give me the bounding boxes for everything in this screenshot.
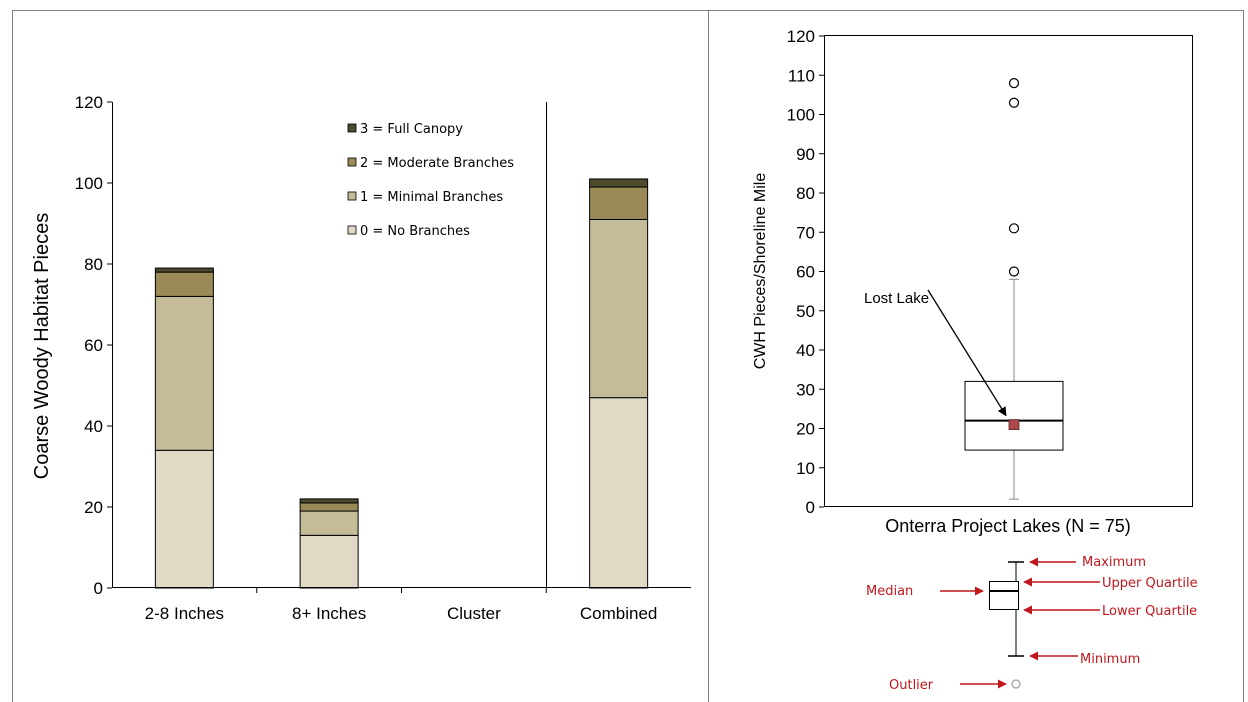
bar-chart-legend: 3 = Full Canopy 2 = Moderate Branches 1 = … (347, 122, 514, 239)
box-outlier-71 (1008, 223, 1020, 234)
box-y-tick-label-110: 110 (788, 66, 815, 85)
bar-8-inches-0-no-branches (299, 534, 359, 589)
bar-8-inches-1-minimal-branches (299, 510, 359, 536)
stacked-bar-chart: Coarse Woody Habitat Pieces 0 20 40 60 80 100… (31, 93, 691, 623)
bar-y-tick-label-60: 60 (84, 336, 103, 355)
box-y-tick-label-10: 10 (796, 459, 815, 478)
legend-label-1-minimal-branches: 1 = Minimal Branches (360, 190, 503, 205)
key-outlier-circle (1011, 679, 1021, 689)
box-plot-frame (824, 35, 1193, 507)
bar-2-8-inches-0-no-branches (154, 449, 214, 589)
legend-label-2-moderate-branches: 2 = Moderate Branches (360, 156, 514, 171)
box-plot-chart: CWH Pieces/Shoreline Mile 0 10 20 30 40 50 60 7… (752, 27, 1193, 536)
key-upper-quartile-label: Upper Quartile (1102, 576, 1198, 591)
box-outlier-103 (1008, 97, 1020, 108)
bar-2-8-inches-3-full-canopy (154, 267, 214, 273)
box-iqr (964, 380, 1064, 451)
bar-x-tick-label-2-8-inches: 2-8 Inches (145, 604, 224, 623)
bar-8-inches-2-moderate-branches (299, 502, 359, 512)
bar-y-tick-label-80: 80 (84, 255, 103, 274)
key-lower-quartile-label: Lower Quartile (1102, 604, 1197, 619)
bar-2-8-inches-1-minimal-branches (154, 295, 214, 451)
box-y-tick-label-20: 20 (796, 420, 815, 439)
box-plot-x-axis-label: Onterra Project Lakes (N = 75) (885, 516, 1131, 536)
bar-y-tick-label-0: 0 (94, 579, 103, 598)
bar-y-tick-label-120: 120 (75, 93, 103, 112)
key-minimum-label: Minimum (1080, 652, 1140, 667)
legend-label-3-full-canopy: 3 = Full Canopy (360, 122, 463, 137)
box-y-tick-label-50: 50 (796, 302, 815, 321)
box-plot-key: Maximum Upper Quartile Median Lower Quar… (866, 555, 1198, 693)
box-y-tick-label-0: 0 (806, 498, 815, 517)
bar-8-inches-3-full-canopy (299, 498, 359, 504)
bar-y-tick-label-40: 40 (84, 417, 103, 436)
box-y-tick-label-120: 120 (787, 27, 815, 46)
box-highlight-arrow (927, 289, 1007, 417)
bar-2-8-inches-2-moderate-branches (154, 271, 214, 297)
key-median-label: Median (866, 584, 913, 599)
key-box (989, 581, 1019, 610)
bar-combined-3-full-canopy (589, 178, 649, 188)
bar-x-tick-label-8-inches: 8+ Inches (292, 604, 366, 623)
bar-x-tick-label-combined: Combined (580, 604, 658, 623)
box-y-tick-label-70: 70 (796, 223, 815, 242)
box-y-tick-label-100: 100 (787, 106, 815, 125)
box-plot-y-axis-label: CWH Pieces/Shoreline Mile (752, 173, 769, 370)
box-y-tick-label-60: 60 (796, 263, 815, 282)
box-outlier-60 (1008, 266, 1020, 277)
legend-swatch-0-no-branches (347, 225, 357, 235)
bar-combined-0-no-branches (589, 397, 649, 589)
box-y-tick-label-90: 90 (796, 145, 815, 164)
bar-chart-y-axis-label: Coarse Woody Habitat Pieces (31, 213, 53, 479)
box-outlier-108 (1008, 77, 1020, 89)
bar-x-tick-label-cluster: Cluster (447, 604, 501, 623)
bar-y-tick-label-100: 100 (75, 174, 103, 193)
legend-swatch-1-minimal-branches (347, 191, 357, 201)
box-y-tick-label-30: 30 (796, 380, 815, 399)
legend-swatch-3-full-canopy (347, 123, 357, 133)
bar-combined-2-moderate-branches (589, 186, 649, 220)
bar-combined-1-minimal-branches (589, 218, 649, 399)
legend-swatch-2-moderate-branches (347, 157, 357, 167)
key-maximum-label: Maximum (1082, 555, 1146, 570)
box-highlight-marker (1008, 419, 1020, 430)
box-y-tick-label-80: 80 (796, 184, 815, 203)
key-outlier-label: Outlier (889, 678, 934, 693)
bar-y-tick-label-20: 20 (84, 498, 103, 517)
box-y-tick-label-40: 40 (796, 341, 815, 360)
legend-label-0-no-branches: 0 = No Branches (360, 224, 470, 239)
box-highlight-label: Lost Lake (864, 290, 929, 307)
